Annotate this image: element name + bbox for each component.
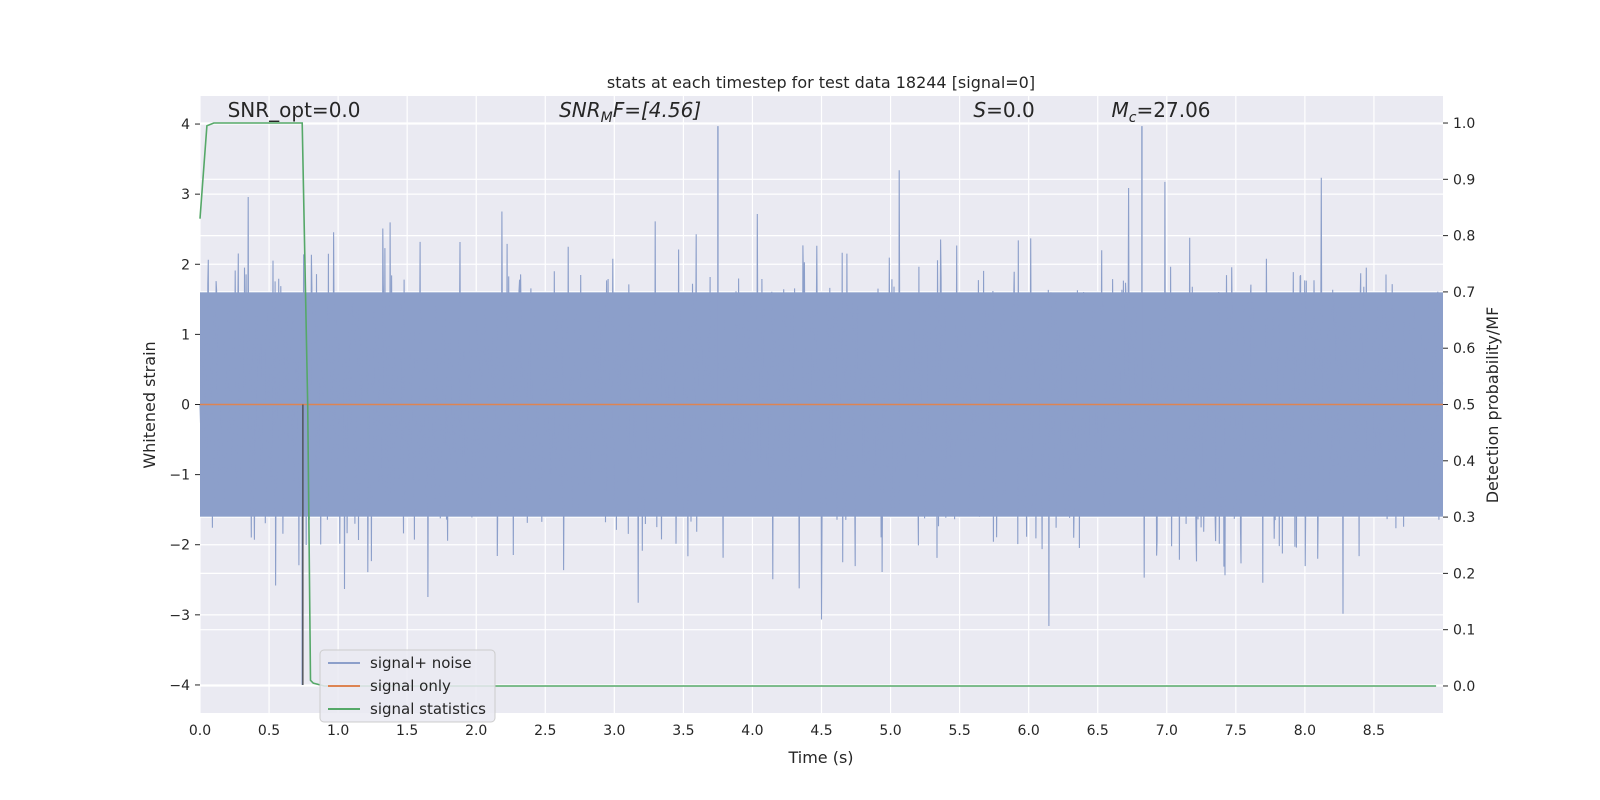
x-tick-label: 3.5 xyxy=(672,723,694,739)
y2-tick-label: 0.6 xyxy=(1453,341,1475,357)
legend-label-statistics: signal statistics xyxy=(370,700,486,718)
y-tick-label: 3 xyxy=(181,187,190,203)
annotation-3: Mc=27.06 xyxy=(1112,98,1211,126)
annotation-2: S=0.0 xyxy=(973,98,1034,122)
y-tick-label: −3 xyxy=(169,608,190,624)
y-tick-label: 2 xyxy=(181,257,190,273)
series-signal-statistics xyxy=(199,122,1437,687)
y2-tick-label: 0.0 xyxy=(1453,679,1475,695)
x-tick-label: 0.5 xyxy=(258,723,280,739)
y2-tick-label: 0.4 xyxy=(1453,454,1475,470)
legend: signal+ noise signal only signal statist… xyxy=(319,649,496,723)
annotation-0: SNR_opt=0.0 xyxy=(228,98,361,122)
x-tick-label: 2.0 xyxy=(465,723,487,739)
y-tick-label: −1 xyxy=(169,468,190,484)
y-tick-label: −2 xyxy=(169,538,190,554)
chart-title: stats at each timestep for test data 182… xyxy=(607,73,1035,92)
y-axis-title: Whitened strain xyxy=(140,341,159,468)
y2-tick-label: 0.5 xyxy=(1453,398,1475,414)
y2-tick-label: 0.2 xyxy=(1453,566,1475,582)
x-tick-label: 5.0 xyxy=(879,723,901,739)
y-tick-label: −4 xyxy=(169,678,190,694)
x-tick-label: 5.5 xyxy=(948,723,970,739)
x-tick-label: 4.0 xyxy=(741,723,763,739)
y2-tick-label: 0.8 xyxy=(1453,229,1475,245)
legend-box xyxy=(319,649,496,723)
x-axis-title: Time (s) xyxy=(787,748,853,767)
x-tick-label: 8.0 xyxy=(1294,723,1316,739)
legend-label-noise: signal+ noise xyxy=(370,654,472,672)
x-tick-label: 6.0 xyxy=(1018,723,1040,739)
y2-tick-label: 0.9 xyxy=(1453,172,1475,188)
x-tick-label: 8.5 xyxy=(1363,723,1385,739)
legend-label-signal: signal only xyxy=(370,677,451,695)
ticks: 0.0 0.5 1.0 1.5 2.0 2.5 3.0 3.5 4.0 4.5 5.0 5.5 6.0 6… xyxy=(169,116,1475,739)
x-tick-label: 7.5 xyxy=(1225,723,1247,739)
x-tick-label: 2.5 xyxy=(534,723,556,739)
line-series xyxy=(199,122,1443,687)
annotations: SNR_opt=0.0 SNRMF=[4.56] S=0.0 Mc=27.06 xyxy=(228,98,1211,126)
x-tick-label: 6.5 xyxy=(1087,723,1109,739)
series-signal-noise xyxy=(199,170,1444,627)
y2-tick-label: 0.7 xyxy=(1453,285,1475,301)
x-tick-label: 1.5 xyxy=(396,723,418,739)
y2-tick-label: 0.1 xyxy=(1453,623,1475,639)
x-tick-label: 7.0 xyxy=(1156,723,1178,739)
annotation-1: SNRMF=[4.56] xyxy=(559,98,701,126)
x-tick-label: 1.0 xyxy=(327,723,349,739)
y2-tick-label: 0.3 xyxy=(1453,510,1475,526)
y2-axis-title: Detection probability/MF xyxy=(1483,307,1502,504)
y2-tick-label: 1.0 xyxy=(1453,116,1475,132)
y-tick-label: 0 xyxy=(181,398,190,414)
x-tick-label: 4.5 xyxy=(810,723,832,739)
x-tick-label: 3.0 xyxy=(603,723,625,739)
y-tick-label: 1 xyxy=(181,327,190,343)
y-tick-label: 4 xyxy=(181,117,190,133)
x-tick-label: 0.0 xyxy=(189,723,211,739)
